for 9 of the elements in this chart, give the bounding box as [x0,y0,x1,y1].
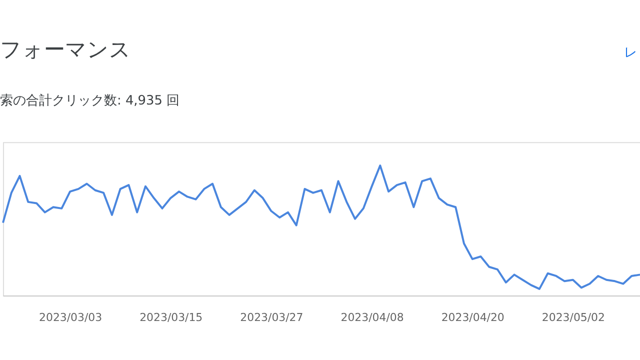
chart-subtitle: 索の合計クリック数: 4,935 回 [0,93,180,108]
x-tick-label: 2023/03/03 [39,310,102,324]
x-tick-label: 2023/03/27 [240,310,304,324]
x-tick-label: 2023/03/15 [140,310,203,324]
x-tick-label: 2023/04/08 [340,310,404,324]
x-tick-label: 2023/04/20 [441,310,504,324]
chart-title: フォーマンス [0,38,131,62]
text: レ [624,46,638,61]
x-tick-label: 2023/05/02 [542,310,605,324]
